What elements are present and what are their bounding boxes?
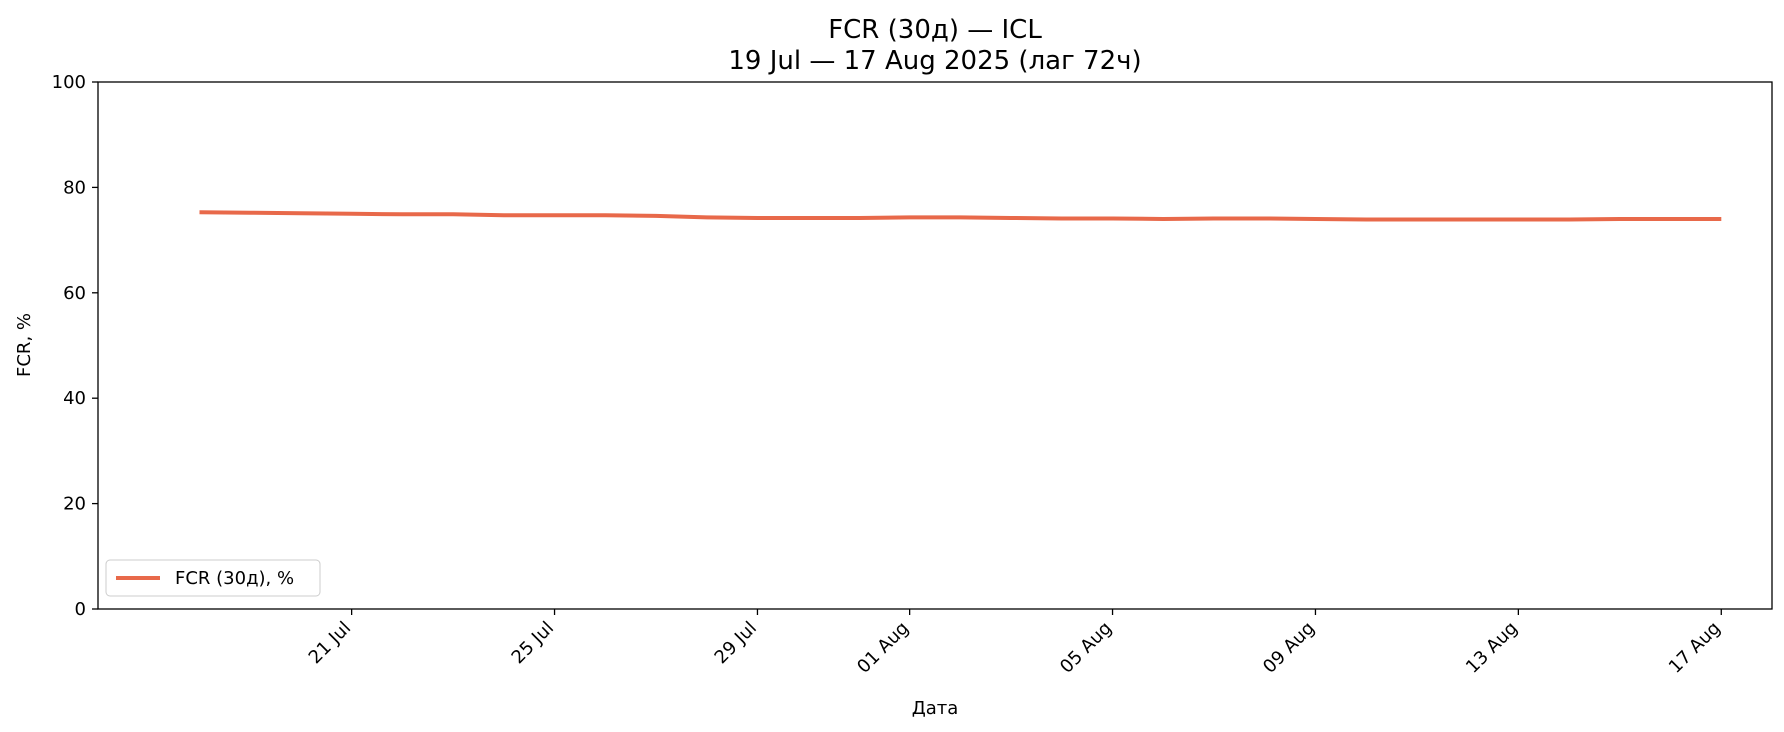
legend-box [105,559,321,597]
x-tick-label: 09 Aug [1259,618,1319,678]
x-tick-label: 13 Aug [1462,618,1522,678]
x-tick-label: 05 Aug [1056,618,1116,678]
chart-subtitle: 19 Jul — 17 Aug 2025 (лаг 72ч) [728,46,1141,76]
y-tick-label: 80 [63,177,86,198]
y-tick-label: 60 [63,283,86,304]
y-tick-label: 20 [63,494,86,515]
x-axis-label: Дата [912,698,959,719]
x-tick-label: 21 Jul [305,618,355,668]
y-tick-label: 40 [63,388,86,409]
x-tick-label: 25 Jul [508,618,558,668]
legend: FCR (30д), % [105,559,321,597]
series-layer [199,210,1722,222]
y-tick-label: 0 [75,599,86,620]
x-tick-label: 01 Aug [853,618,913,678]
y-axis-label: FCR, % [14,313,35,377]
x-axis-ticks: 21 Jul 25 Jul 29 Jul 01 Aug 05 Aug 09 Aug 13 A… [305,609,1725,678]
plot-frame [97,81,1773,610]
x-tick-label: 29 Jul [711,618,761,668]
legend-label-fcr: FCR (30д), % [175,568,294,589]
x-tick-label: 17 Aug [1665,618,1725,678]
chart-title: FCR (30д) — ICL [828,15,1042,45]
y-tick-label: 100 [52,72,86,93]
y-axis-ticks: 0 20 40 60 80 100 [52,72,98,620]
series-line-fcr [199,210,1722,222]
